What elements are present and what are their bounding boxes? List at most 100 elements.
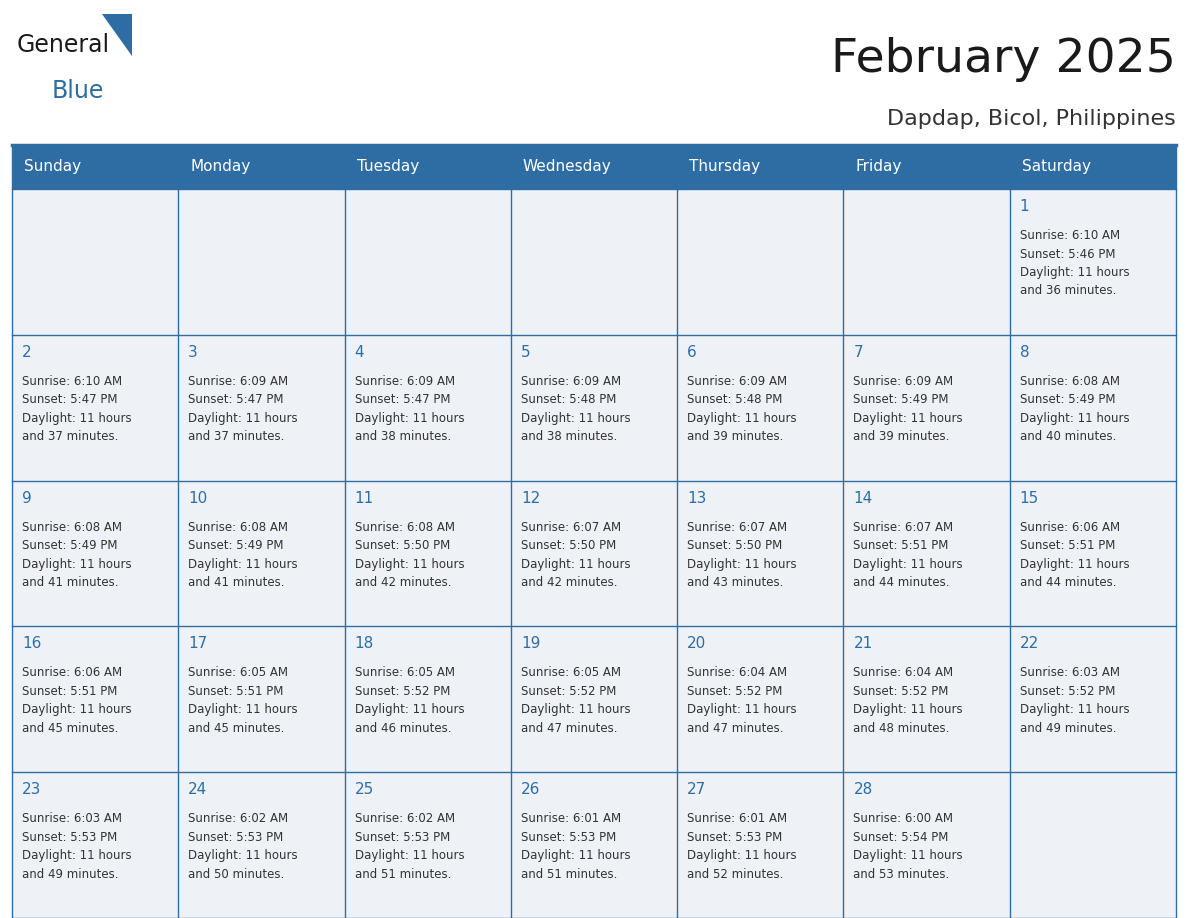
Text: Daylight: 11 hours: Daylight: 11 hours xyxy=(23,412,132,425)
Text: and 50 minutes.: and 50 minutes. xyxy=(188,868,285,880)
Text: Daylight: 11 hours: Daylight: 11 hours xyxy=(853,849,963,862)
Text: Sunset: 5:48 PM: Sunset: 5:48 PM xyxy=(520,393,617,407)
Bar xyxy=(677,626,843,772)
Text: and 39 minutes.: and 39 minutes. xyxy=(853,431,949,443)
Text: Daylight: 11 hours: Daylight: 11 hours xyxy=(23,849,132,862)
Text: Sunrise: 6:09 AM: Sunrise: 6:09 AM xyxy=(687,375,788,387)
Text: Sunrise: 6:01 AM: Sunrise: 6:01 AM xyxy=(687,812,788,825)
Text: and 49 minutes.: and 49 minutes. xyxy=(1019,722,1117,735)
Text: and 51 minutes.: and 51 minutes. xyxy=(520,868,618,880)
Text: 26: 26 xyxy=(520,782,541,797)
Text: Sunrise: 6:09 AM: Sunrise: 6:09 AM xyxy=(354,375,455,387)
Text: and 44 minutes.: and 44 minutes. xyxy=(853,577,950,589)
Bar xyxy=(12,189,178,335)
Bar xyxy=(511,481,677,626)
Text: Sunrise: 6:10 AM: Sunrise: 6:10 AM xyxy=(1019,229,1120,242)
Text: Sunrise: 6:06 AM: Sunrise: 6:06 AM xyxy=(1019,521,1120,533)
Bar xyxy=(178,335,345,481)
Text: 17: 17 xyxy=(188,636,208,652)
Text: Sunrise: 6:07 AM: Sunrise: 6:07 AM xyxy=(687,521,788,533)
Bar xyxy=(677,335,843,481)
Text: 1: 1 xyxy=(1019,199,1029,214)
Text: and 42 minutes.: and 42 minutes. xyxy=(520,577,618,589)
Text: Sunset: 5:47 PM: Sunset: 5:47 PM xyxy=(354,393,450,407)
Text: 10: 10 xyxy=(188,490,208,506)
Text: Dapdap, Bicol, Philippines: Dapdap, Bicol, Philippines xyxy=(887,109,1176,129)
Text: Sunrise: 6:00 AM: Sunrise: 6:00 AM xyxy=(853,812,954,825)
Text: Sunset: 5:52 PM: Sunset: 5:52 PM xyxy=(1019,685,1116,698)
Text: Sunset: 5:52 PM: Sunset: 5:52 PM xyxy=(687,685,783,698)
Text: Daylight: 11 hours: Daylight: 11 hours xyxy=(354,849,465,862)
Text: Sunday: Sunday xyxy=(24,160,81,174)
Text: Saturday: Saturday xyxy=(1022,160,1091,174)
Bar xyxy=(12,481,178,626)
Text: 22: 22 xyxy=(1019,636,1040,652)
Text: Sunrise: 6:08 AM: Sunrise: 6:08 AM xyxy=(1019,375,1120,387)
Text: 13: 13 xyxy=(687,490,707,506)
Text: Sunset: 5:51 PM: Sunset: 5:51 PM xyxy=(853,539,949,552)
Text: Monday: Monday xyxy=(190,160,251,174)
Text: 24: 24 xyxy=(188,782,208,797)
Text: Sunrise: 6:04 AM: Sunrise: 6:04 AM xyxy=(853,666,954,679)
Text: and 40 minutes.: and 40 minutes. xyxy=(1019,431,1116,443)
Text: Daylight: 11 hours: Daylight: 11 hours xyxy=(687,703,797,716)
Bar xyxy=(843,772,1010,918)
Text: Sunset: 5:52 PM: Sunset: 5:52 PM xyxy=(520,685,617,698)
Text: Sunrise: 6:01 AM: Sunrise: 6:01 AM xyxy=(520,812,621,825)
Text: and 48 minutes.: and 48 minutes. xyxy=(853,722,949,735)
Text: and 38 minutes.: and 38 minutes. xyxy=(354,431,450,443)
Text: 4: 4 xyxy=(354,345,365,360)
Text: and 38 minutes.: and 38 minutes. xyxy=(520,431,617,443)
Text: Sunset: 5:46 PM: Sunset: 5:46 PM xyxy=(1019,248,1116,261)
Text: Sunrise: 6:06 AM: Sunrise: 6:06 AM xyxy=(23,666,122,679)
Bar xyxy=(1010,335,1176,481)
Text: Daylight: 11 hours: Daylight: 11 hours xyxy=(687,557,797,571)
Text: Sunrise: 6:03 AM: Sunrise: 6:03 AM xyxy=(23,812,122,825)
Bar xyxy=(1010,772,1176,918)
Text: and 45 minutes.: and 45 minutes. xyxy=(188,722,285,735)
Text: Thursday: Thursday xyxy=(689,160,760,174)
Text: Daylight: 11 hours: Daylight: 11 hours xyxy=(1019,266,1130,279)
Text: Daylight: 11 hours: Daylight: 11 hours xyxy=(1019,412,1130,425)
Bar xyxy=(677,189,843,335)
Text: General: General xyxy=(17,33,110,57)
Text: Daylight: 11 hours: Daylight: 11 hours xyxy=(188,412,298,425)
Bar xyxy=(178,189,345,335)
Bar xyxy=(843,335,1010,481)
Text: Daylight: 11 hours: Daylight: 11 hours xyxy=(188,703,298,716)
Text: Sunrise: 6:05 AM: Sunrise: 6:05 AM xyxy=(354,666,455,679)
Text: 21: 21 xyxy=(853,636,873,652)
Polygon shape xyxy=(102,14,132,56)
Bar xyxy=(345,481,511,626)
Text: Daylight: 11 hours: Daylight: 11 hours xyxy=(687,849,797,862)
Text: Sunset: 5:47 PM: Sunset: 5:47 PM xyxy=(23,393,118,407)
Text: Sunrise: 6:08 AM: Sunrise: 6:08 AM xyxy=(188,521,289,533)
Text: Sunset: 5:50 PM: Sunset: 5:50 PM xyxy=(687,539,783,552)
Bar xyxy=(178,481,345,626)
Text: 6: 6 xyxy=(687,345,697,360)
Text: Sunset: 5:53 PM: Sunset: 5:53 PM xyxy=(188,831,284,844)
Bar xyxy=(345,335,511,481)
Text: 9: 9 xyxy=(23,490,32,506)
Text: Sunrise: 6:09 AM: Sunrise: 6:09 AM xyxy=(853,375,954,387)
Text: Daylight: 11 hours: Daylight: 11 hours xyxy=(853,412,963,425)
Text: Sunrise: 6:05 AM: Sunrise: 6:05 AM xyxy=(520,666,621,679)
Bar xyxy=(12,145,1176,189)
Text: Sunrise: 6:10 AM: Sunrise: 6:10 AM xyxy=(23,375,122,387)
Text: Sunset: 5:53 PM: Sunset: 5:53 PM xyxy=(520,831,617,844)
Bar xyxy=(345,772,511,918)
Bar xyxy=(345,626,511,772)
Text: Sunrise: 6:07 AM: Sunrise: 6:07 AM xyxy=(853,521,954,533)
Text: 19: 19 xyxy=(520,636,541,652)
Text: Sunset: 5:49 PM: Sunset: 5:49 PM xyxy=(1019,393,1116,407)
Text: 16: 16 xyxy=(23,636,42,652)
Text: Sunrise: 6:03 AM: Sunrise: 6:03 AM xyxy=(1019,666,1120,679)
Text: Daylight: 11 hours: Daylight: 11 hours xyxy=(1019,703,1130,716)
Text: and 41 minutes.: and 41 minutes. xyxy=(23,577,119,589)
Text: Sunrise: 6:09 AM: Sunrise: 6:09 AM xyxy=(188,375,289,387)
Text: Daylight: 11 hours: Daylight: 11 hours xyxy=(853,703,963,716)
Text: 2: 2 xyxy=(23,345,32,360)
Bar xyxy=(843,626,1010,772)
Text: Sunset: 5:51 PM: Sunset: 5:51 PM xyxy=(188,685,284,698)
Text: Daylight: 11 hours: Daylight: 11 hours xyxy=(520,849,631,862)
